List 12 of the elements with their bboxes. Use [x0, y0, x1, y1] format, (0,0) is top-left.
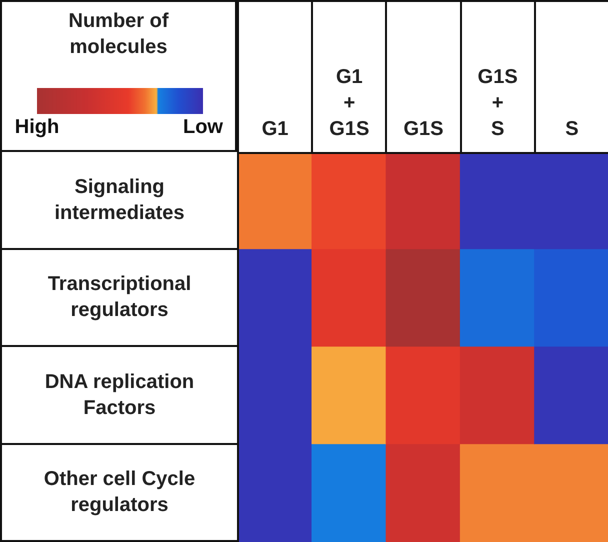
- x-tick-label: G1: [262, 117, 288, 142]
- y-tick-label: Other cell Cycle regulators: [0, 442, 239, 542]
- x-tick-label: S: [565, 117, 579, 142]
- color-bar-label: High: [14, 116, 60, 139]
- y-tick-label: Signaling intermediates: [0, 150, 239, 250]
- y-tick-label: DNA replication Factors: [0, 345, 239, 444]
- x-tick-label: G1S + S: [478, 65, 518, 142]
- color-bar-label: Low: [183, 116, 223, 139]
- color-bar-title: Number of molecules: [68, 9, 170, 60]
- x-tick-label: G1 + G1S: [329, 65, 370, 142]
- y-tick-label: Transcriptional regulators: [0, 248, 239, 347]
- x-tick-label: G1S: [403, 117, 444, 142]
